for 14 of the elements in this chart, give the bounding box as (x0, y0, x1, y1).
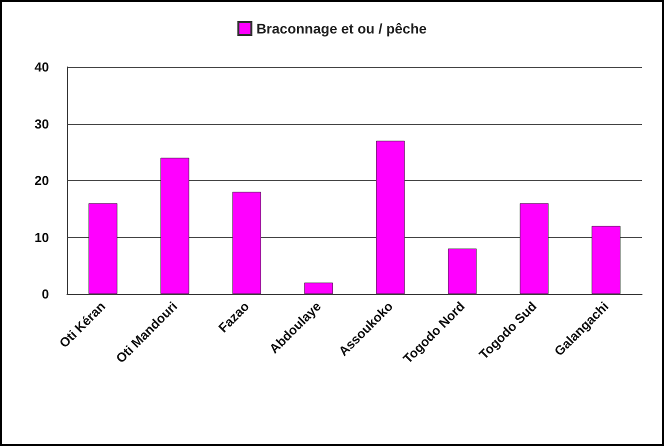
y-tick-label: 30 (34, 116, 49, 132)
bar (376, 140, 405, 294)
y-tick-label: 10 (34, 230, 49, 245)
y-tick-label: 20 (34, 173, 49, 188)
bar (304, 282, 333, 294)
y-tick-label: 0 (42, 286, 49, 302)
bar (592, 226, 620, 294)
bar (448, 248, 477, 294)
bar (520, 203, 549, 294)
bar (160, 158, 190, 294)
bar (232, 192, 262, 294)
y-tick-label: 40 (34, 60, 49, 74)
bar (88, 203, 118, 294)
legend-label: Braconnage et ou / pêche (256, 20, 427, 36)
